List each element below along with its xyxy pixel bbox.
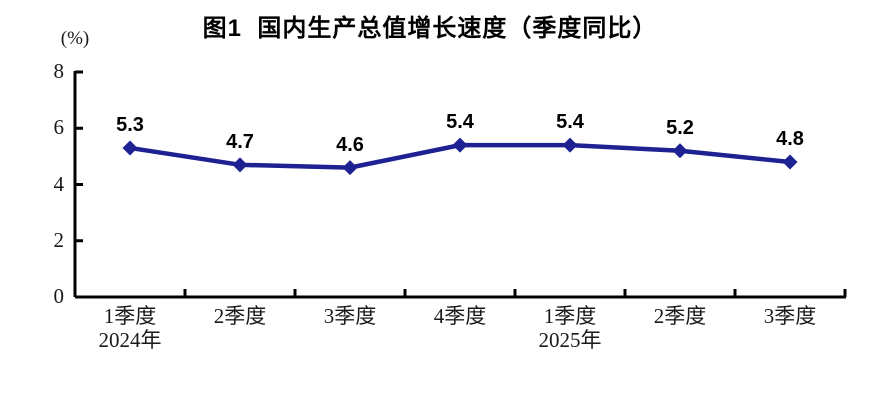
x-tick-label-line: 3季度 xyxy=(323,304,377,328)
x-tick-label: 3季度 xyxy=(730,304,850,328)
data-point-marker xyxy=(562,137,578,153)
x-tick-label-line: 2025年 xyxy=(538,328,602,352)
data-label: 4.7 xyxy=(226,130,254,153)
data-point-marker xyxy=(672,143,688,159)
data-point-marker xyxy=(782,154,798,170)
data-label: 4.8 xyxy=(776,128,804,150)
data-point-marker xyxy=(232,157,248,173)
x-tick-label: 4季度 xyxy=(400,304,520,328)
x-tick-label-line: 1季度 xyxy=(543,304,597,328)
data-point-marker xyxy=(342,160,358,176)
y-axis-unit-label: (%) xyxy=(60,28,90,49)
data-point-marker xyxy=(122,140,138,156)
chart-title: 图1 国内生产总值增长速度（季度同比） xyxy=(202,15,658,42)
data-label: 5.3 xyxy=(116,113,144,136)
y-tick-label: 8 xyxy=(53,59,65,83)
data-label: 5.4 xyxy=(556,111,584,134)
x-tick-label-line: 3季度 xyxy=(763,304,817,328)
data-label: 5.4 xyxy=(446,111,474,134)
x-tick-label-line: 1季度 xyxy=(103,304,157,328)
x-tick-label: 1季度 2024年 xyxy=(70,304,190,352)
x-tick-label-line: 2季度 xyxy=(213,304,267,328)
x-tick-label: 2季度 xyxy=(180,304,300,328)
x-tick-label: 2季度 xyxy=(620,304,740,328)
y-tick-label: 0 xyxy=(53,284,65,308)
data-point-marker xyxy=(452,137,468,153)
data-label: 4.6 xyxy=(336,133,364,156)
y-tick-label: 6 xyxy=(53,115,65,140)
x-tick-label-line: 2季度 xyxy=(653,304,707,328)
x-tick-label: 3季度 xyxy=(290,304,410,328)
x-tick-label: 1季度 2025年 xyxy=(510,304,630,352)
data-label: 5.2 xyxy=(666,116,694,139)
y-tick-label: 2 xyxy=(53,227,65,252)
x-tick-label-line: 2024年 xyxy=(98,328,162,352)
y-tick-label: 4 xyxy=(53,171,65,196)
x-tick-label-line: 4季度 xyxy=(433,304,487,328)
